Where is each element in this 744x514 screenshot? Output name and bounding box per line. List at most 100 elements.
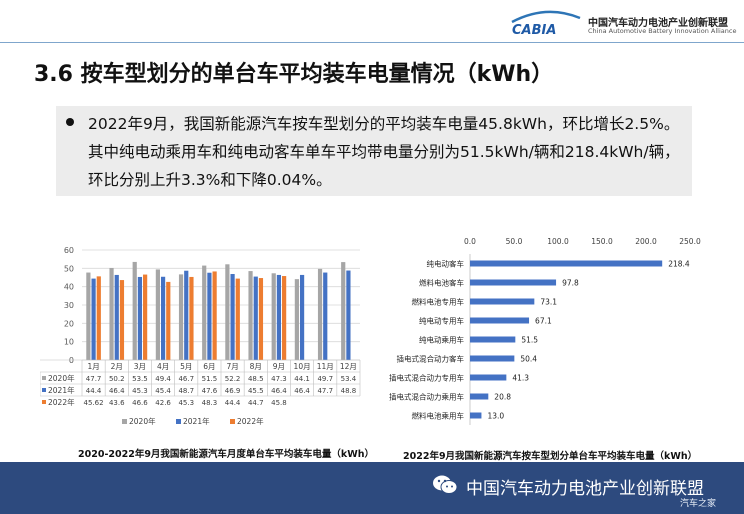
header-line — [0, 42, 744, 43]
bar — [155, 269, 160, 360]
data-label: 45.3 — [132, 387, 148, 395]
data-label: 47.7 — [86, 375, 102, 383]
data-label: 43.6 — [109, 399, 125, 407]
y-tick-label: 60 — [64, 246, 74, 255]
watermark: 汽车之家 — [680, 499, 717, 509]
series-label: 2022年 — [48, 397, 75, 407]
data-label: 47.3 — [271, 375, 287, 383]
data-label: 20.8 — [494, 393, 511, 402]
legend-key — [230, 419, 235, 424]
data-label: 46.6 — [132, 399, 148, 407]
bar — [248, 271, 253, 360]
bar — [166, 281, 171, 360]
data-label: 42.6 — [155, 399, 171, 407]
series-label: 2020年 — [48, 373, 75, 383]
x-tick-label: 4月 — [157, 362, 169, 371]
data-label: 51.5 — [521, 336, 538, 345]
bar — [294, 279, 299, 360]
y-tick-label: 10 — [64, 338, 74, 347]
bar — [470, 298, 535, 305]
bar — [470, 336, 516, 343]
data-label: 45.4 — [155, 387, 171, 395]
bar — [212, 271, 217, 360]
data-label: 53.4 — [341, 375, 357, 383]
category-label: 纯电动乘用车 — [419, 335, 464, 345]
data-label: 44.4 — [86, 387, 102, 395]
bar — [258, 278, 264, 360]
x-tick-label: 0.0 — [464, 237, 476, 246]
bar — [143, 274, 148, 360]
legend-key — [122, 419, 127, 424]
monthly-chart: 0 10 20 30 40 50 60 1月 2月 3月 4月 5月 6月 7月 8月 9月 10月 11月 12月… — [40, 246, 361, 426]
data-label: 45.8 — [271, 399, 287, 407]
org-name-en: China Automotive Battery Innovation Alli… — [588, 27, 737, 35]
data-label: 49.4 — [155, 375, 171, 383]
bar — [202, 265, 207, 360]
x-tick-label: 3月 — [134, 362, 146, 371]
data-label: 13.0 — [487, 412, 504, 421]
y-tick-label: 40 — [64, 283, 74, 292]
bar — [470, 279, 557, 286]
data-label: 73.1 — [540, 298, 557, 307]
bar — [317, 268, 323, 360]
data-label: 45.5 — [248, 387, 264, 395]
legend-label: 2020年 — [129, 416, 156, 426]
data-label: 46.9 — [225, 387, 241, 395]
bar — [119, 280, 125, 360]
data-label: 47.6 — [202, 387, 218, 395]
bar — [235, 278, 240, 360]
bar — [470, 374, 507, 381]
data-label: 97.8 — [562, 279, 579, 288]
y-tick-label: 50 — [64, 264, 74, 273]
summary-text: 2022年9月，我国新能源汽车按车型划分的平均装车电量45.8kWh，环比增长2… — [88, 115, 680, 189]
bar — [470, 412, 482, 419]
data-label: 45.62 — [84, 399, 104, 407]
logo-text: CABIA — [512, 23, 556, 38]
bar — [299, 274, 305, 360]
data-label: 50.2 — [109, 375, 125, 383]
data-label: 44.4 — [225, 399, 241, 407]
category-label: 纯电动客车 — [427, 259, 465, 269]
bar — [470, 317, 530, 324]
bar — [184, 270, 189, 360]
bar — [114, 274, 119, 360]
x-tick-label: 6月 — [203, 362, 215, 371]
x-tick-label: 10月 — [294, 362, 311, 371]
category-label: 燃料电池专用车 — [412, 297, 465, 307]
data-label: 46.4 — [271, 387, 287, 395]
legend-label: 2021年 — [183, 416, 210, 426]
data-label: 48.7 — [178, 387, 194, 395]
bullet-icon — [66, 118, 74, 126]
x-tick-label: 1月 — [87, 362, 99, 371]
data-label: 53.5 — [132, 375, 148, 383]
category-label: 插电式混合动力乘用车 — [389, 392, 464, 402]
wechat-icon — [433, 475, 458, 494]
x-tick-label: 200.0 — [635, 237, 657, 246]
bar — [341, 262, 346, 360]
bar — [323, 272, 328, 360]
series-label: 2021年 — [48, 385, 75, 395]
y-tick-label: 20 — [64, 319, 74, 328]
data-label: 48.3 — [202, 399, 218, 407]
summary-callout: 2022年9月，我国新能源汽车按车型划分的平均装车电量45.8kWh，环比增长2… — [56, 106, 692, 196]
vehicle-type-chart: 0.0 50.0 100.0 150.0 200.0 250.0 纯电动客车 218.4 燃料电… — [389, 237, 701, 425]
data-label: 67.1 — [535, 317, 552, 326]
bar — [109, 267, 114, 360]
x-tick-label: 2月 — [111, 362, 123, 371]
data-label: 48.5 — [248, 375, 264, 383]
data-label: 51.5 — [202, 375, 218, 383]
monthly-chart-caption: 2020-2022年9月我国新能源汽车月度单台车平均装车电量（kWh） — [78, 449, 374, 460]
category-label: 燃料电池乘用车 — [412, 411, 465, 421]
data-label: 50.4 — [520, 355, 537, 364]
cabia-logo-mark: CABIA — [511, 10, 581, 38]
org-name-cn: 中国汽车动力电池产业创新联盟 — [588, 18, 728, 29]
x-tick-label: 8月 — [250, 362, 262, 371]
data-label: 46.7 — [178, 375, 194, 383]
data-label: 46.4 — [109, 387, 125, 395]
footer-bar: 中国汽车动力电池产业创新联盟 汽车之家 — [0, 462, 744, 514]
bar — [470, 393, 489, 400]
x-tick-label: 50.0 — [506, 237, 523, 246]
data-label: 218.4 — [668, 260, 690, 269]
x-tick-label: 5月 — [180, 362, 192, 371]
bar — [132, 261, 137, 360]
